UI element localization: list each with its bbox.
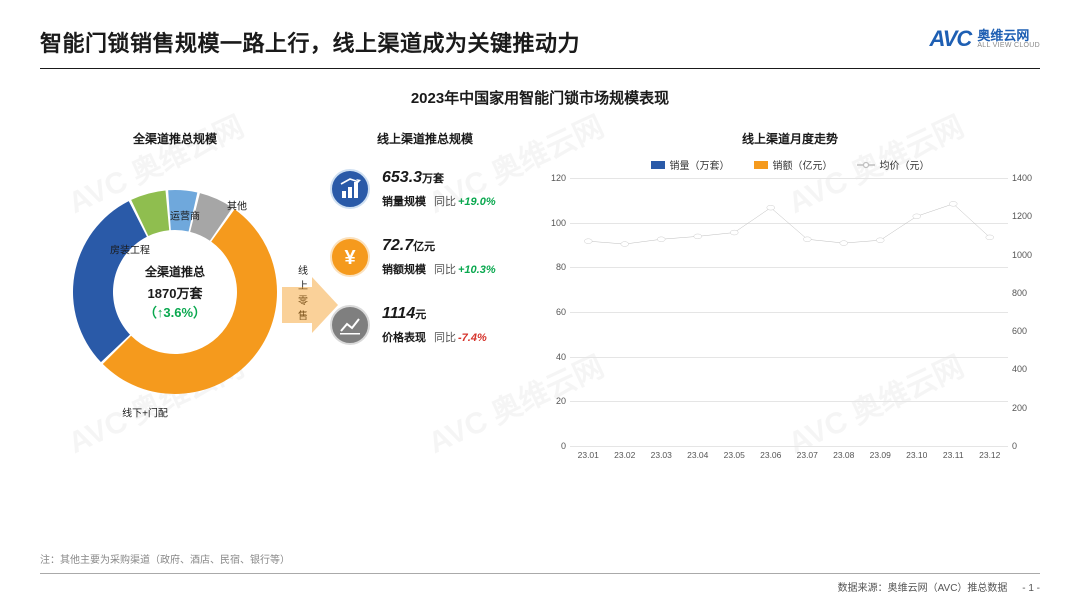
- section-title-chart: 线上渠道月度走势: [540, 130, 1040, 147]
- donut-center-line2: 1870万套（↑3.6%）: [118, 283, 233, 321]
- chart-subtitle: 2023年中国家用智能门锁市场规模表现: [40, 87, 1040, 108]
- donut-label: 线下+门配: [122, 405, 168, 420]
- section-title-metrics: 线上渠道推总规模: [310, 130, 540, 147]
- ytick-left: 60: [556, 307, 566, 317]
- section-titles: 全渠道推总规模 线上渠道推总规模 线上渠道月度走势: [40, 130, 1040, 147]
- legend-item: 均价（元）: [857, 157, 930, 172]
- metric-value: 1114元: [382, 305, 487, 323]
- ytick-right: 600: [1012, 326, 1027, 336]
- ytick-right: 1200: [1012, 211, 1032, 221]
- footnote: 注：其他主要为采购渠道（政府、酒店、民宿、银行等）: [40, 551, 290, 566]
- line-marker: [876, 238, 884, 243]
- ytick-right: 400: [1012, 364, 1027, 374]
- slide-container: AVC 奥维云网 AVC 奥维云网 AVC 奥维云网 AVC 奥维云网 AVC …: [0, 0, 1080, 608]
- xtick: 23.08: [826, 446, 863, 468]
- line-marker: [913, 214, 921, 219]
- page-number: - 1 -: [1022, 583, 1040, 594]
- xtick: 23.07: [789, 446, 826, 468]
- line-marker: [803, 237, 811, 242]
- left-axis: 020406080100120: [540, 178, 570, 446]
- xtick: 23.06: [753, 446, 790, 468]
- chart-legend: 销量（万套） 销额（亿元） 均价（元）: [540, 157, 1040, 172]
- metric-label: 销量规模: [382, 196, 426, 208]
- footer-divider: [40, 573, 1040, 574]
- data-source: 数据来源：奥维云网（AVC）推总数据: [838, 583, 1008, 594]
- yen-icon: ¥: [330, 237, 370, 277]
- ytick-left: 20: [556, 396, 566, 406]
- metric-label: 价格表现: [382, 332, 426, 344]
- donut-label: 房装工程: [110, 242, 150, 257]
- line-marker: [657, 237, 665, 242]
- xtick: 23.03: [643, 446, 680, 468]
- right-axis: 0200400600800100012001400: [1008, 178, 1040, 446]
- ytick-left: 120: [551, 173, 566, 183]
- xtick: 23.04: [680, 446, 717, 468]
- ytick-left: 40: [556, 352, 566, 362]
- ytick-left: 100: [551, 218, 566, 228]
- ytick-right: 1400: [1012, 173, 1032, 183]
- combo-chart: 销量（万套） 销额（亿元） 均价（元） 0 20 40 60 80 100 120 0 200 40…: [540, 157, 1040, 497]
- xtick: 23.05: [716, 446, 753, 468]
- metric-row: 1114元价格表现同比-7.4%: [330, 305, 540, 345]
- metric-label: 销额规模: [382, 264, 426, 276]
- donut-center-line1: 全渠道推总: [118, 263, 233, 280]
- arrow-icon: [282, 277, 338, 338]
- ytick-left: 80: [556, 262, 566, 272]
- donut-center: 全渠道推总 1870万套（↑3.6%）: [118, 263, 233, 321]
- source-row: 数据来源：奥维云网（AVC）推总数据 - 1 -: [838, 579, 1040, 594]
- ytick-right: 200: [1012, 403, 1027, 413]
- xtick: 23.09: [862, 446, 899, 468]
- metric-yoy: +19.0%: [458, 196, 496, 208]
- line-marker: [694, 234, 702, 239]
- xtick: 23.11: [935, 446, 972, 468]
- legend-item: 销额（亿元）: [754, 157, 833, 172]
- donut-label: 其他: [227, 198, 247, 213]
- logo: AVC 奥维云网 ALL VIEW CLOUD: [929, 26, 1040, 52]
- chart-area: 020406080100120 020040060080010001200140…: [540, 178, 1040, 468]
- donut-panel: 全渠道推总 1870万套（↑3.6%） 线上零售线下+门配房装工程运营商其他: [40, 157, 310, 497]
- line-marker: [986, 235, 994, 240]
- line-marker: [767, 205, 775, 210]
- metric-row: ¥72.7亿元销额规模同比+10.3%: [330, 237, 540, 277]
- xtick: 23.02: [607, 446, 644, 468]
- metrics-panel: 653.3万套销量规模同比+19.0%¥72.7亿元销额规模同比+10.3%11…: [310, 157, 540, 497]
- ytick-right: 800: [1012, 288, 1027, 298]
- donut-chart: 全渠道推总 1870万套（↑3.6%） 线上零售线下+门配房装工程运营商其他: [60, 177, 290, 407]
- header: 智能门锁销售规模一路上行，线上渠道成为关键推动力 AVC 奥维云网 ALL VI…: [40, 26, 1040, 58]
- donut-label: 运营商: [170, 208, 200, 223]
- xtick: 23.12: [972, 446, 1009, 468]
- line-marker: [730, 230, 738, 235]
- ytick-left: 0: [561, 441, 566, 451]
- logo-mark: AVC: [929, 26, 971, 52]
- section-title-donut: 全渠道推总规模: [40, 130, 310, 147]
- metric-row: 653.3万套销量规模同比+19.0%: [330, 169, 540, 209]
- bars-up-icon: [330, 169, 370, 209]
- body-row: 全渠道推总 1870万套（↑3.6%） 线上零售线下+门配房装工程运营商其他 6…: [40, 157, 1040, 497]
- metric-value: 653.3万套: [382, 169, 496, 187]
- x-axis: 23.0123.0223.0323.0423.0523.0623.0723.08…: [570, 446, 1008, 468]
- metric-value: 72.7亿元: [382, 237, 496, 255]
- svg-text:¥: ¥: [344, 247, 356, 269]
- ytick-right: 0: [1012, 441, 1017, 451]
- metric-yoy: -7.4%: [458, 332, 487, 344]
- line-series-asp: [570, 178, 1008, 446]
- line-marker: [621, 242, 629, 247]
- title-divider: [40, 68, 1040, 69]
- logo-cn: 奥维云网: [977, 29, 1040, 42]
- page-title: 智能门锁销售规模一路上行，线上渠道成为关键推动力: [40, 26, 580, 58]
- line-marker: [949, 201, 957, 206]
- xtick: 23.10: [899, 446, 936, 468]
- metric-yoy: +10.3%: [458, 264, 496, 276]
- xtick: 23.01: [570, 446, 607, 468]
- plot-area: [570, 178, 1008, 446]
- logo-en: ALL VIEW CLOUD: [977, 42, 1040, 49]
- line-marker: [584, 239, 592, 244]
- line-marker: [840, 241, 848, 246]
- legend-item: 销量（万套）: [651, 157, 730, 172]
- ytick-right: 1000: [1012, 250, 1032, 260]
